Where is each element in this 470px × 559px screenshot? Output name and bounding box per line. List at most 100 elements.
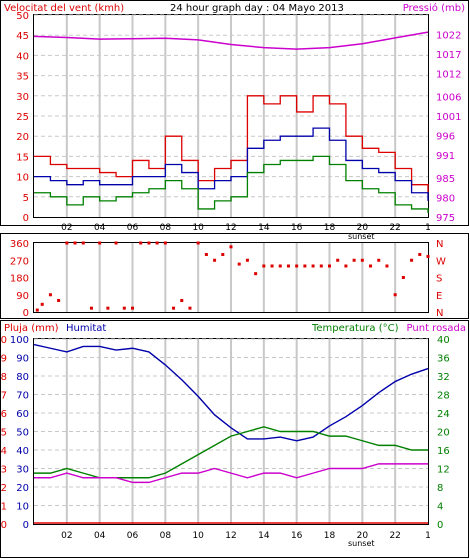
x-tick-label: 08 bbox=[160, 223, 172, 233]
x-tick-label: 16 bbox=[291, 223, 303, 233]
series-line bbox=[34, 127, 429, 201]
direction-point bbox=[213, 258, 217, 262]
direction-point bbox=[336, 258, 340, 262]
y-tick-label: 8 bbox=[437, 483, 443, 494]
x-tick-label: 12 bbox=[225, 223, 236, 233]
direction-point bbox=[319, 264, 323, 268]
direction-point bbox=[229, 245, 233, 249]
y-tick-label: 991 bbox=[436, 151, 455, 162]
y-tick-label: 1006 bbox=[436, 93, 461, 104]
y-tick-label: 70 bbox=[16, 391, 29, 402]
direction-point bbox=[196, 241, 200, 245]
wind-panel-frame bbox=[0, 0, 469, 226]
x-tick-label: 20 bbox=[357, 223, 369, 233]
y-tick-label: 16 bbox=[437, 446, 450, 457]
x-tick-label: 18 bbox=[324, 223, 336, 233]
x-tick-label: 06 bbox=[127, 531, 139, 541]
direction-point bbox=[352, 258, 356, 262]
y-tick-label: 0 bbox=[437, 520, 443, 531]
x-tick-label: 22 bbox=[389, 531, 400, 541]
direction-point bbox=[237, 262, 241, 266]
direction-point bbox=[89, 306, 93, 310]
x-tick-label: 1 bbox=[425, 531, 431, 541]
y-tick-label: 1001 bbox=[436, 112, 461, 123]
sunset-label-temp: sunset bbox=[348, 539, 375, 548]
y-tick-label: 90 bbox=[16, 291, 29, 302]
direction-point bbox=[81, 241, 85, 245]
y-tick-label: 0 bbox=[23, 520, 29, 531]
y-tick-label: 0 bbox=[1, 520, 7, 531]
y-tick-label: 3 bbox=[1, 465, 7, 476]
y-tick-label: 10 bbox=[16, 502, 29, 513]
y-tick-label: 0 bbox=[23, 308, 29, 319]
direction-point bbox=[278, 264, 282, 268]
direction-point bbox=[286, 264, 290, 268]
y-tick-label: 20 bbox=[16, 132, 29, 143]
x-tick-label: 02 bbox=[61, 223, 72, 233]
y-tick-label: 2 bbox=[1, 483, 7, 494]
direction-panel-frame bbox=[0, 233, 469, 319]
y-tick-label: 80 bbox=[16, 372, 29, 383]
x-tick-label: 14 bbox=[258, 531, 270, 541]
direction-point bbox=[303, 264, 307, 268]
direction-point bbox=[377, 258, 381, 262]
x-tick-label: 04 bbox=[94, 223, 106, 233]
y-tick-label: 996 bbox=[436, 131, 455, 142]
x-tick-label: 04 bbox=[94, 531, 106, 541]
direction-point bbox=[426, 254, 430, 258]
chart-marks bbox=[33, 31, 430, 524]
direction-point bbox=[204, 253, 208, 256]
direction-point bbox=[360, 258, 364, 262]
y-tick-label: 45 bbox=[16, 31, 29, 42]
y-tick-label: 4 bbox=[437, 502, 443, 513]
direction-point bbox=[155, 241, 159, 245]
direction-point bbox=[401, 276, 405, 279]
y-tick-label: 6 bbox=[1, 409, 7, 420]
chart-title: 24 hour graph day : 04 Mayo 2013 bbox=[170, 3, 344, 14]
x-tick-label: 10 bbox=[192, 531, 204, 541]
humidity-axis-label: Humitat bbox=[66, 323, 106, 334]
y-tick-label: 24 bbox=[437, 409, 450, 420]
wind-axis-label: Velocitat del vent (kmh) bbox=[4, 3, 124, 14]
y-tick-label: 5 bbox=[23, 193, 29, 204]
y-tick-label: 15 bbox=[16, 152, 29, 163]
direction-point bbox=[245, 258, 249, 262]
x-tick-label: 02 bbox=[61, 531, 72, 541]
y-tick-label: 1017 bbox=[436, 50, 461, 61]
y-tick-label: 270 bbox=[10, 256, 29, 267]
x-tick-label: 06 bbox=[127, 223, 139, 233]
y-tick-label: 28 bbox=[437, 391, 450, 402]
direction-point bbox=[188, 306, 192, 310]
direction-point bbox=[172, 306, 176, 310]
x-tick-label: 08 bbox=[160, 531, 172, 541]
y-tick-label: 100 bbox=[10, 335, 29, 346]
pressure-axis-label: Pressió (mb) bbox=[403, 2, 465, 14]
y-tick-label: 40 bbox=[437, 335, 450, 346]
y-tick-label: N bbox=[436, 308, 443, 319]
direction-point bbox=[270, 264, 274, 268]
y-tick-label: 36 bbox=[437, 354, 450, 365]
dewpoint-axis-label: Punt rosada bbox=[407, 323, 466, 334]
x-tick-label: 22 bbox=[389, 223, 400, 233]
y-tick-label: N bbox=[436, 239, 443, 250]
y-tick-label: 40 bbox=[16, 51, 29, 62]
series-line bbox=[34, 155, 429, 213]
direction-point bbox=[221, 253, 225, 256]
series-line bbox=[34, 95, 429, 193]
y-tick-label: 20 bbox=[16, 483, 29, 494]
direction-point bbox=[98, 241, 102, 245]
y-tick-label: E bbox=[436, 291, 442, 302]
y-tick-label: S bbox=[436, 274, 442, 285]
direction-point bbox=[122, 306, 126, 310]
y-tick-label: 9 bbox=[1, 354, 7, 365]
direction-point bbox=[410, 258, 414, 262]
direction-point bbox=[35, 308, 39, 312]
direction-point bbox=[393, 293, 397, 297]
y-tick-label: 5 bbox=[1, 428, 7, 439]
temperature-axis-label: Temperatura (°C) bbox=[311, 323, 399, 334]
y-tick-label: 32 bbox=[437, 372, 450, 383]
y-tick-label: 12 bbox=[437, 465, 450, 476]
direction-point bbox=[48, 293, 52, 297]
y-tick-label: 35 bbox=[16, 72, 29, 83]
y-tick-label: 1012 bbox=[436, 69, 461, 80]
